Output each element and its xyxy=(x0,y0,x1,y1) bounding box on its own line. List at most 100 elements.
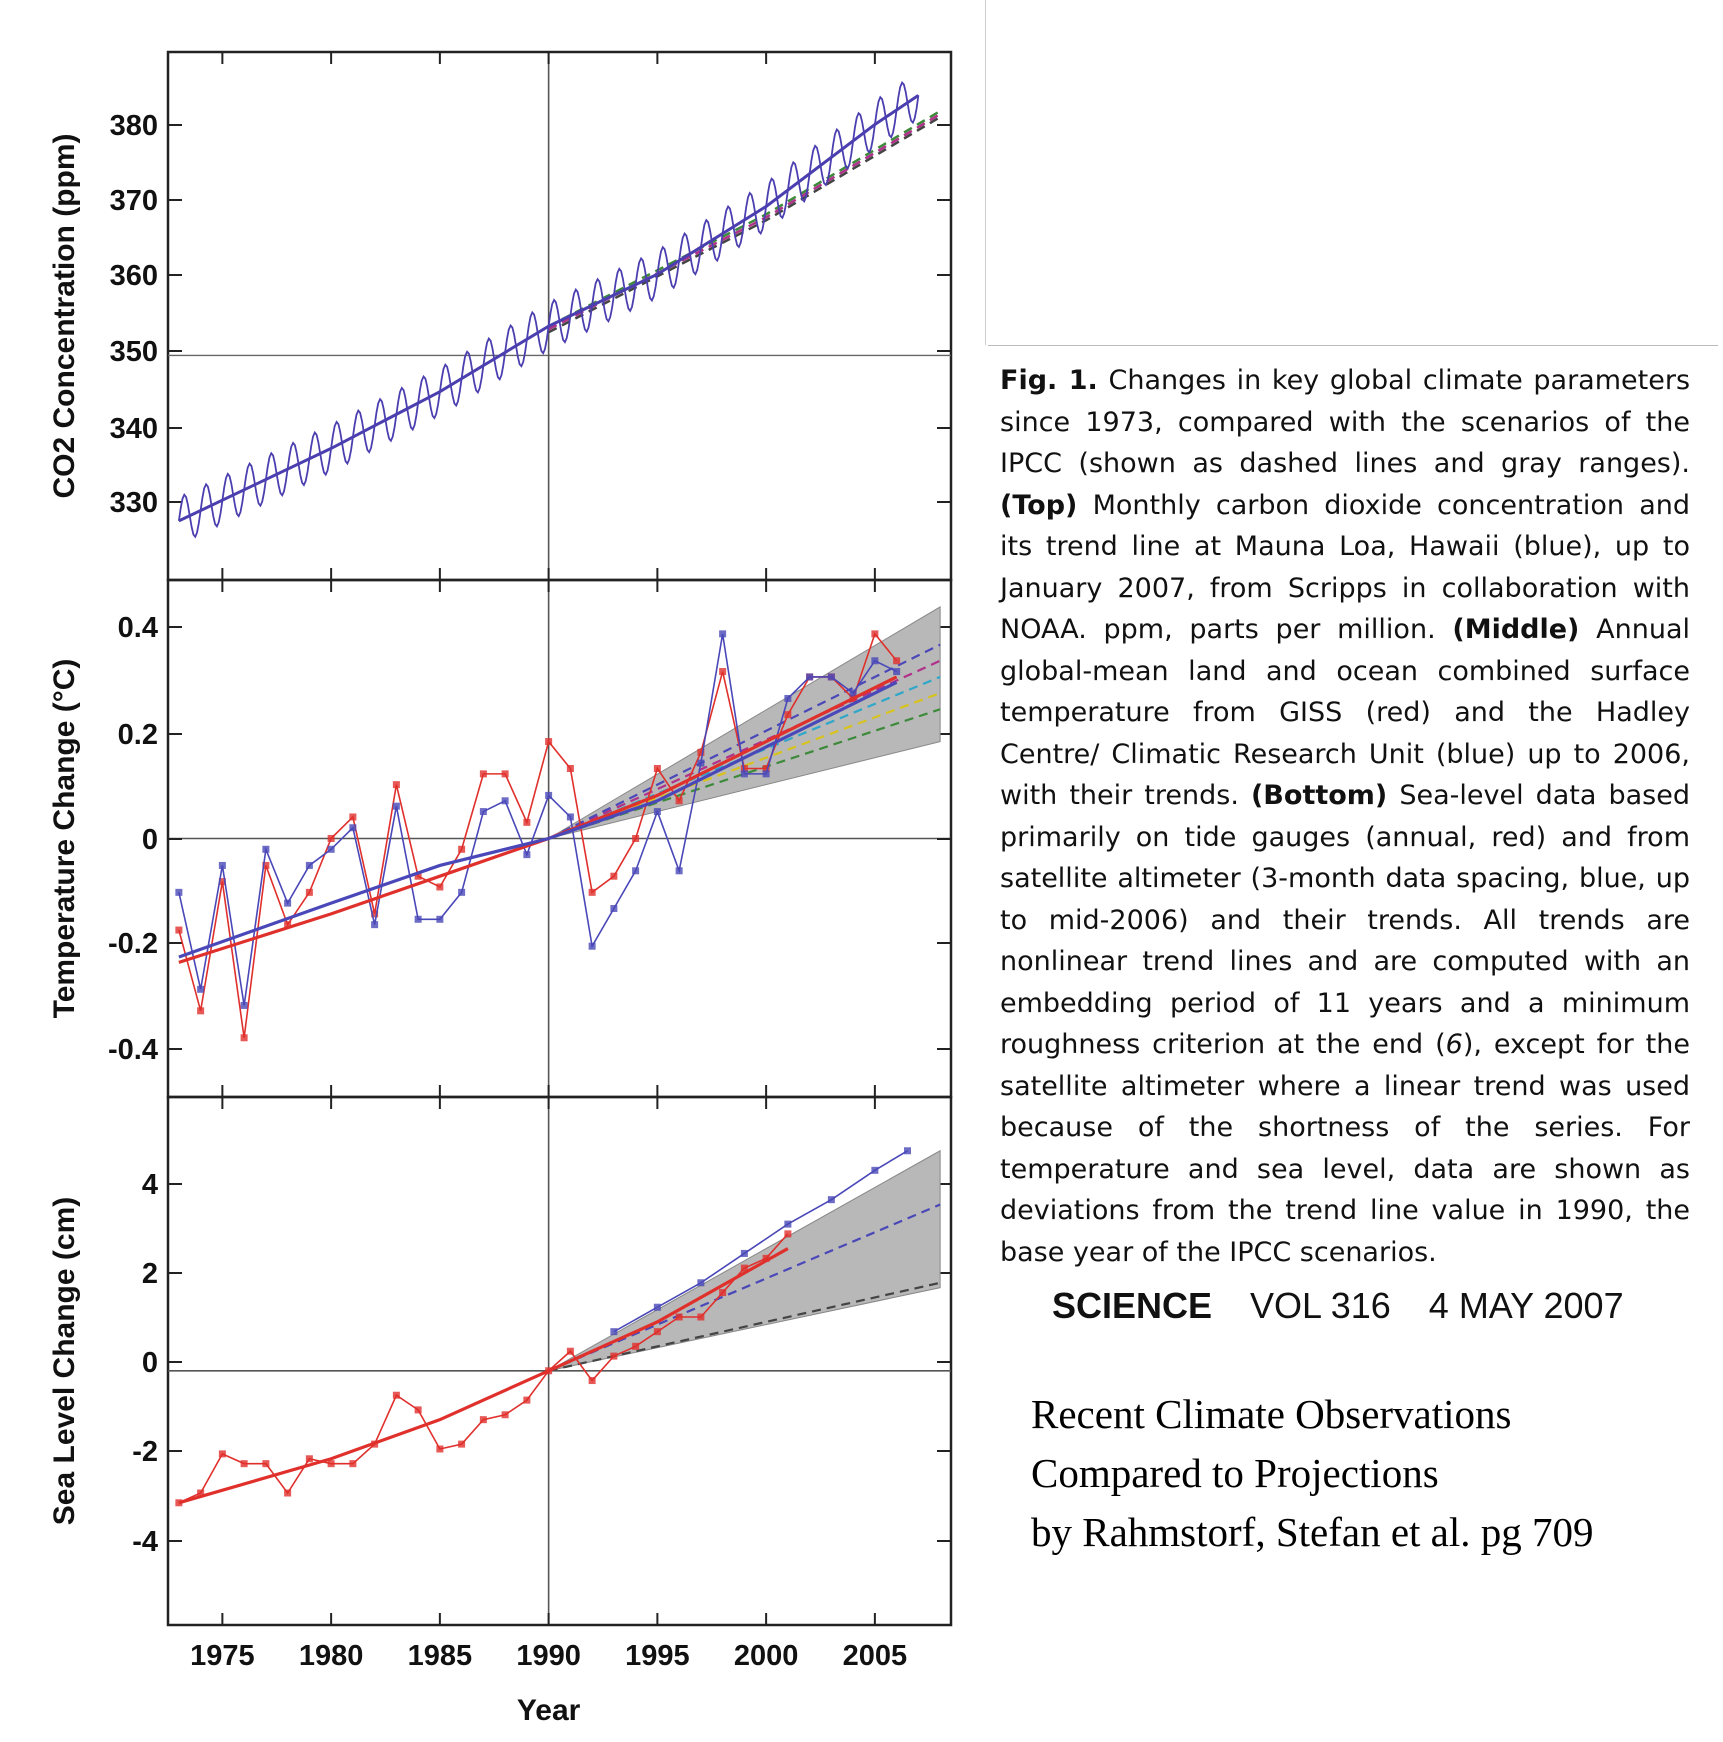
journal-line: SCIENCE VOL 316 4 MAY 2007 xyxy=(1052,1285,1624,1327)
ipcc-scenario-line xyxy=(548,692,941,840)
data-point xyxy=(414,915,422,923)
data-point xyxy=(305,888,313,896)
data-point xyxy=(904,1147,911,1155)
figure-caption: Fig. 1. Changes in key global climate pa… xyxy=(1000,360,1690,1273)
data-point xyxy=(849,689,857,697)
y-tick-label: 370 xyxy=(110,185,158,217)
data-point xyxy=(871,630,879,638)
data-point xyxy=(327,845,335,853)
data-point xyxy=(610,872,618,880)
observation-line xyxy=(613,1150,908,1333)
x-tick-label: 2005 xyxy=(843,1640,908,1672)
data-point xyxy=(697,1279,705,1287)
data-point xyxy=(327,1460,335,1468)
x-tick-label: 1990 xyxy=(516,1640,581,1672)
data-point xyxy=(697,748,705,756)
y-tick-label: 330 xyxy=(110,487,158,519)
data-point xyxy=(414,1406,422,1414)
data-point xyxy=(284,921,292,929)
data-point xyxy=(632,1342,640,1350)
ipcc-scenario-line xyxy=(548,116,941,334)
data-point xyxy=(588,1377,596,1385)
data-point xyxy=(827,1196,835,1204)
data-point xyxy=(784,1230,792,1238)
observation-line xyxy=(178,633,897,1006)
data-point xyxy=(827,673,835,681)
data-point xyxy=(458,1440,466,1448)
data-point xyxy=(284,899,292,907)
data-point xyxy=(218,878,226,886)
title-line-2: Compared to Projections xyxy=(1031,1450,1439,1496)
y-tick-label: -2 xyxy=(132,1436,158,1468)
journal-volume: VOL 316 xyxy=(1250,1285,1391,1326)
data-point xyxy=(871,657,879,665)
caption-divider xyxy=(988,345,1718,346)
x-axis-label: Year xyxy=(517,1694,581,1727)
data-point xyxy=(784,1220,792,1228)
y-tick-label: 2 xyxy=(142,1258,158,1290)
data-point xyxy=(240,1034,248,1042)
data-point xyxy=(501,770,509,778)
data-point xyxy=(762,764,770,772)
data-point xyxy=(675,797,683,805)
data-point xyxy=(262,1460,270,1468)
data-point xyxy=(719,630,727,638)
data-point xyxy=(392,781,400,789)
data-point xyxy=(305,861,313,869)
data-point xyxy=(784,694,792,702)
data-point xyxy=(458,888,466,896)
observation-line xyxy=(178,1233,789,1504)
data-point xyxy=(871,1166,879,1174)
ipcc-range-band xyxy=(548,1149,941,1372)
data-point xyxy=(610,905,618,913)
data-point xyxy=(479,1416,487,1424)
data-point xyxy=(762,770,770,778)
climate-figure: 330 340 350 360 370 380 CO2 Concentration (ppm… xyxy=(48,50,953,1727)
data-point xyxy=(784,711,792,719)
journal-date: 4 MAY 2007 xyxy=(1428,1285,1624,1326)
fig-label: Fig. 1. xyxy=(1000,365,1098,396)
data-point xyxy=(653,764,661,772)
y-tick-label: 0 xyxy=(142,1347,158,1379)
y-tick-label: 360 xyxy=(110,260,158,292)
observation-line xyxy=(178,632,898,1038)
data-point xyxy=(588,888,596,896)
title-block: Recent Climate Observations Compared to … xyxy=(1031,1385,1594,1562)
caption-ref: 6 xyxy=(1445,1029,1463,1060)
data-point xyxy=(479,770,487,778)
y-tick-label: 4 xyxy=(142,1169,158,1201)
caption-panel: Fig. 1. Changes in key global climate pa… xyxy=(1000,360,1690,1273)
data-point xyxy=(349,813,357,821)
ipcc-scenario-line xyxy=(548,643,941,840)
y-axis-label: Sea Level Change (cm) xyxy=(48,1197,81,1525)
page-edge-line xyxy=(985,0,986,345)
caption-text-4: Sea-level data based primarily on tide g… xyxy=(1000,780,1690,1060)
y-tick-label: 350 xyxy=(110,336,158,368)
data-point xyxy=(566,764,574,772)
caption-bottom-label: (Bottom) xyxy=(1250,780,1388,811)
data-point xyxy=(697,1313,705,1321)
y-axis-label: Temperature Change (°C) xyxy=(48,659,81,1019)
data-point xyxy=(392,802,400,810)
trend-line xyxy=(178,680,898,959)
data-point xyxy=(740,764,748,772)
data-point xyxy=(197,1007,205,1015)
data-point xyxy=(719,668,727,676)
data-point xyxy=(501,1411,509,1419)
data-point xyxy=(653,808,661,816)
data-point xyxy=(588,942,596,950)
data-point xyxy=(653,1328,661,1336)
ipcc-range-band xyxy=(548,606,941,839)
ipcc-scenario-line xyxy=(548,110,941,328)
data-point xyxy=(240,1001,248,1009)
data-point xyxy=(545,791,553,799)
x-tick-label: 1975 xyxy=(190,1640,255,1672)
x-tick-label: 2000 xyxy=(734,1640,799,1672)
data-point xyxy=(523,851,531,859)
data-point xyxy=(610,1352,618,1360)
y-tick-label: -0.4 xyxy=(108,1034,158,1066)
data-point xyxy=(371,910,379,918)
data-point xyxy=(675,1313,683,1321)
data-point xyxy=(479,808,487,816)
data-point xyxy=(632,867,640,875)
